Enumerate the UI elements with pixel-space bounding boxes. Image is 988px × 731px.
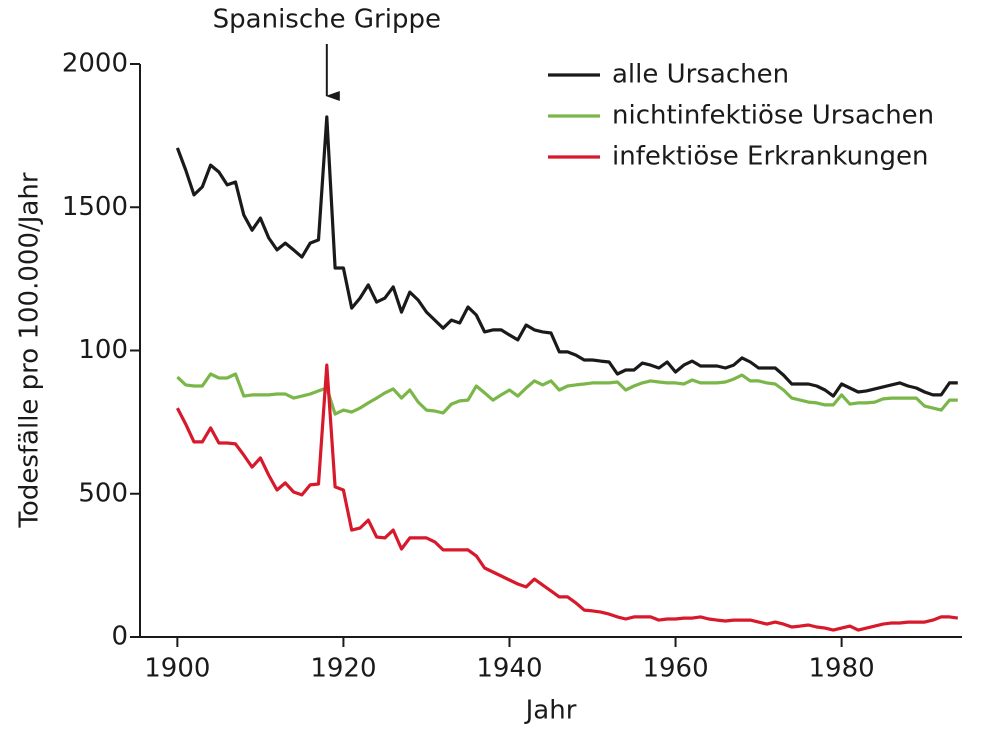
x-tick-label: 1980 [809, 654, 875, 684]
x-tick-label: 1900 [144, 654, 210, 684]
y-tick-label: 2000 [62, 49, 128, 79]
y-tick-label: 500 [78, 478, 128, 508]
y-tick-label: 0 [111, 622, 128, 652]
x-tick-label: 1940 [476, 654, 542, 684]
x-tick-label: 1920 [310, 654, 376, 684]
legend-label: infektiöse Erkrankungen [612, 142, 929, 172]
y-tick-label: 1500 [62, 192, 128, 222]
annotation-text: Spanische Grippe [213, 5, 441, 35]
x-tick-label: 1960 [642, 654, 708, 684]
y-axis-label: Todesfälle pro 100.000/Jahr [15, 172, 45, 528]
x-axis-label: Jahr [524, 696, 577, 726]
legend-label: nichtinfektiöse Ursachen [612, 101, 934, 131]
series-line [176, 372, 958, 416]
y-tick-label: 100 [78, 335, 128, 365]
series-line [175, 363, 959, 632]
legend-label: alle Ursachen [612, 60, 789, 90]
series-line [175, 115, 958, 398]
